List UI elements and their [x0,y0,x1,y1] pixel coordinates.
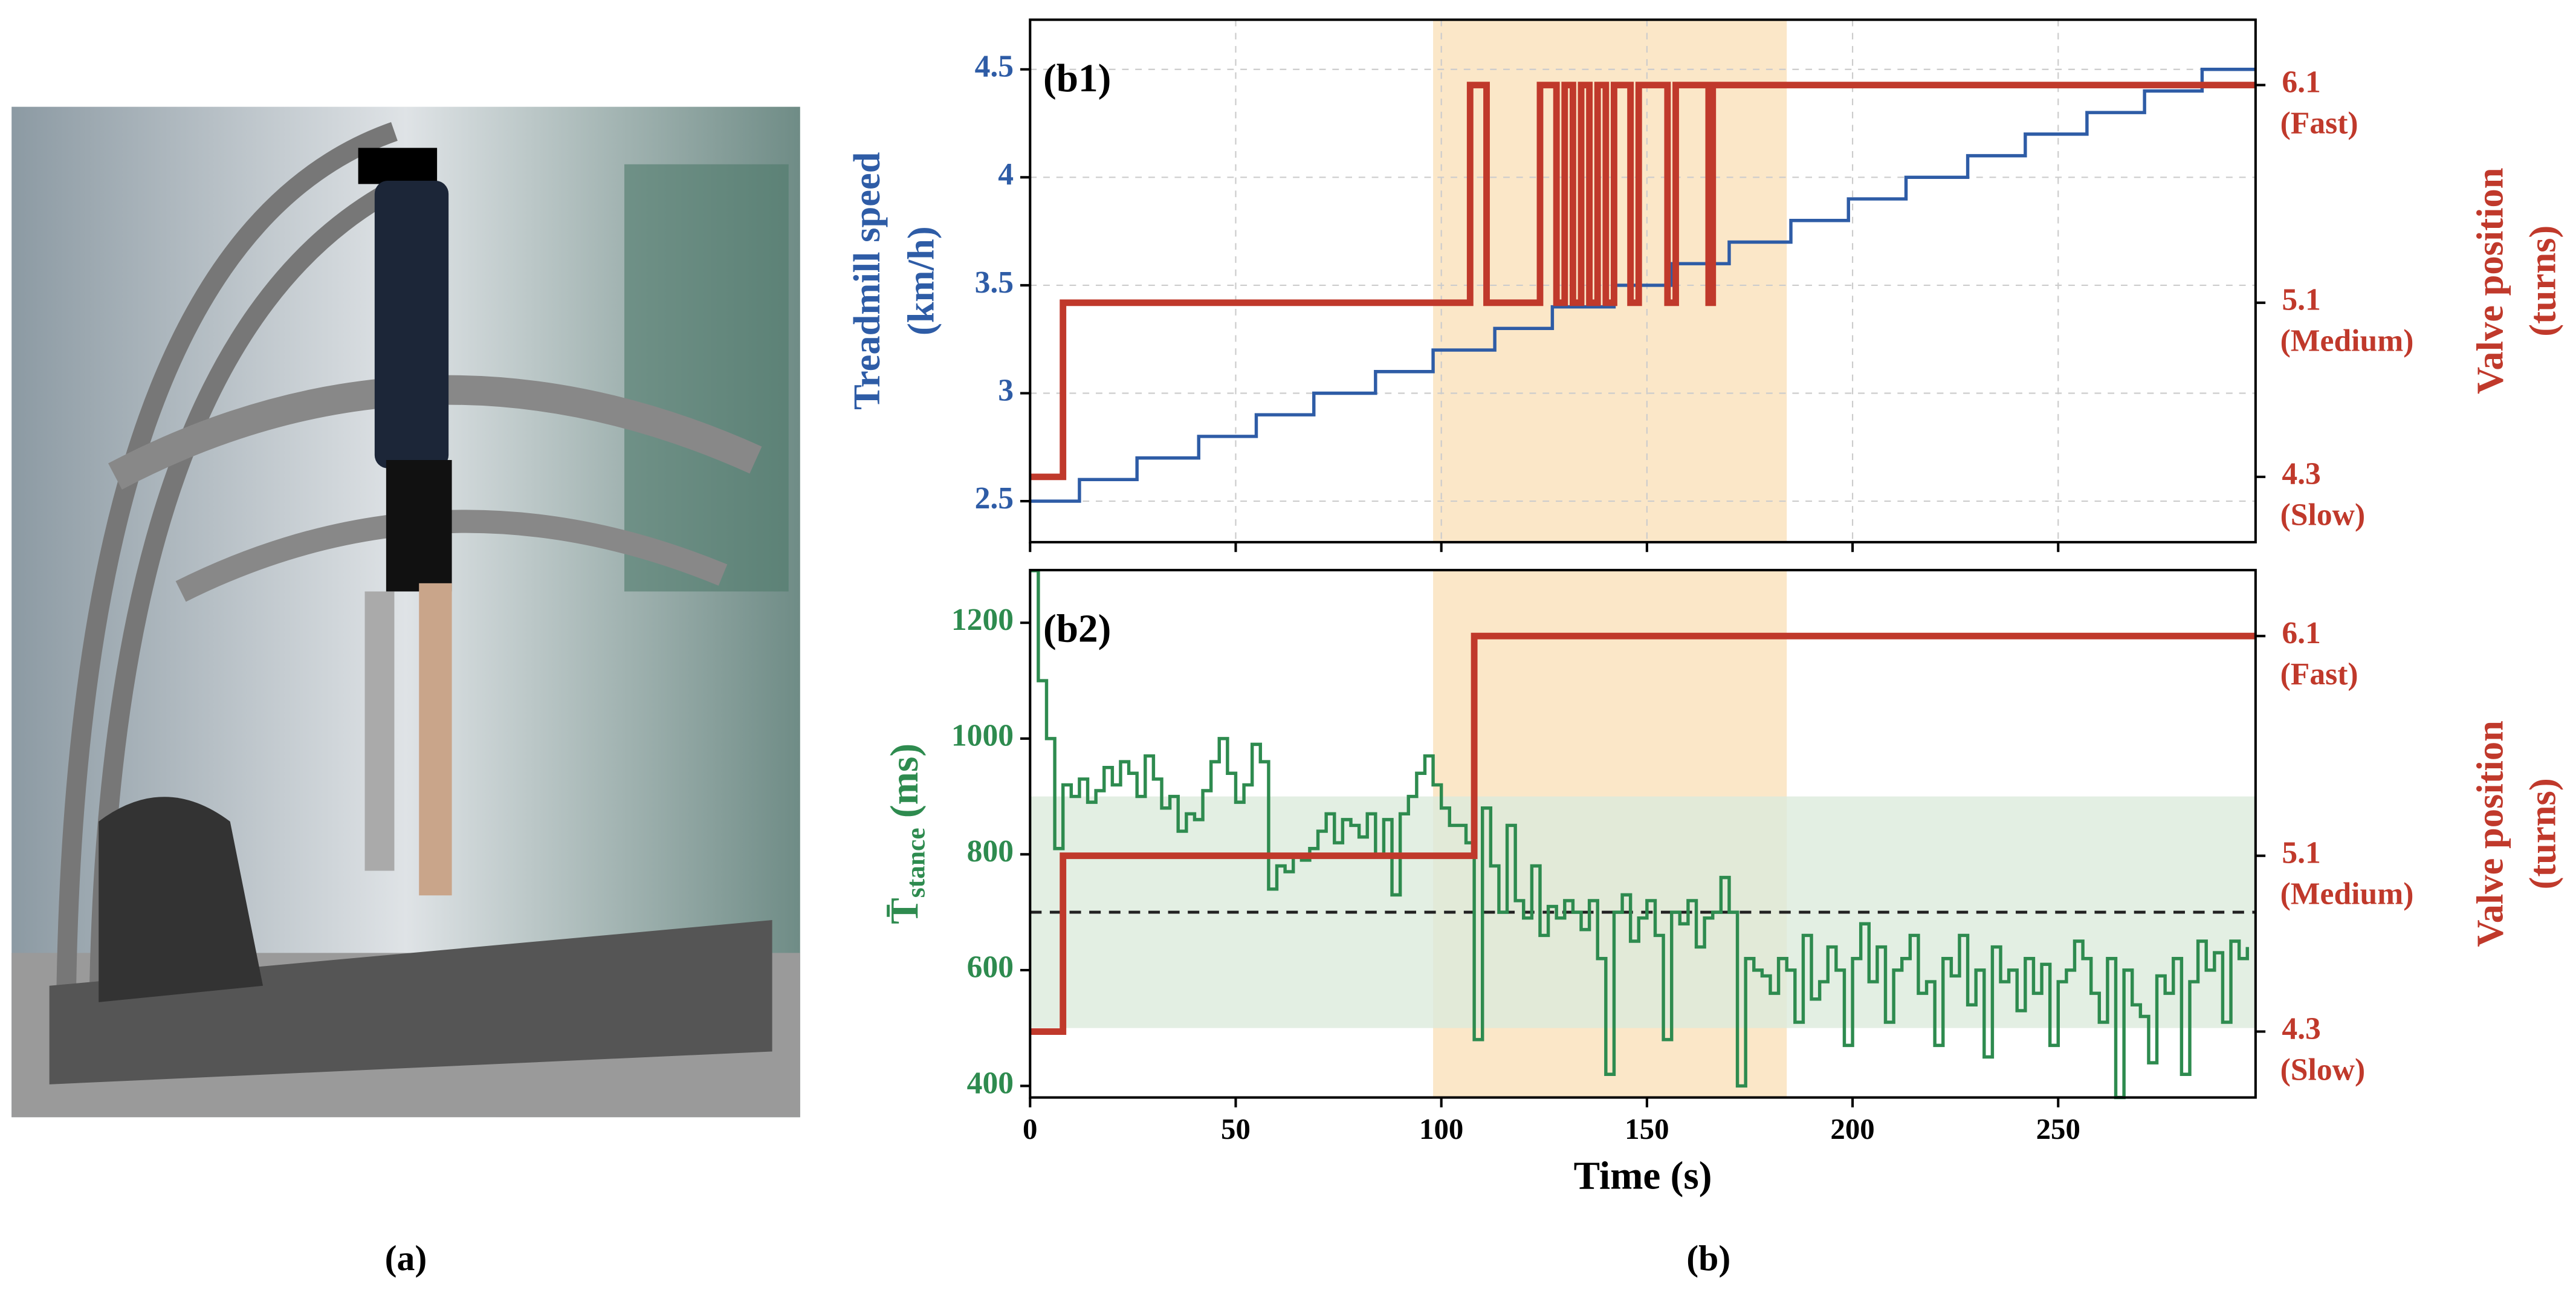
y-tick-label: 600 [967,950,1014,985]
highlight-region [1433,19,1787,542]
y2-axis-label: (turns) [2521,225,2563,337]
y-axis-label-part: (ms) [883,744,927,818]
y2-tick-label: 6.1 [2282,65,2321,99]
caption: (b) [1686,1238,1730,1278]
y2-tick-sublabel: (Medium) [2280,877,2414,911]
person-leg [419,583,452,896]
series-line [1030,82,2256,481]
y2-tick-sublabel: (Slow) [2280,498,2366,533]
y-tick-label: 1200 [951,603,1014,637]
prosthesis [364,591,395,871]
y2-tick-label: 5.1 [2282,836,2321,870]
panel-label: (b1) [1043,57,1111,100]
y-tick-label: 4 [998,157,1014,192]
plot-frame [1029,18,2257,543]
y2-tick-label: 5.1 [2282,283,2321,317]
x-tick-label: 250 [2036,1112,2080,1146]
y-axis-label: Treadmill speed [846,152,888,410]
y-tick-label: 800 [967,834,1014,869]
panel-label: (b2) [1043,607,1111,650]
y-tick-label: 4.5 [975,50,1014,84]
y-axis-label: (km/h) [900,226,942,335]
y2-axis-label: Valve position [2468,168,2511,395]
y-axis-label: T̄stance (ms) [883,744,930,924]
person-shorts [386,460,452,592]
caption: (a) [385,1238,427,1278]
y-tick-label: 1000 [951,719,1014,753]
y2-axis-label: Valve position [2468,721,2511,947]
series-line [1030,632,2256,1035]
y-tick-label: 3 [998,373,1014,407]
y2-axis-label: (turns) [2521,778,2563,889]
y2-tick-label: 4.3 [2282,1011,2321,1046]
y2-tick-sublabel: (Medium) [2280,324,2414,358]
y-axis-label-part: stance [901,828,930,898]
person-torso [374,180,449,468]
photo [11,106,800,1118]
x-tick-label: 0 [1023,1112,1037,1146]
y2-tick-sublabel: (Slow) [2280,1052,2366,1087]
face-mask [358,147,438,184]
series-line [1030,569,2249,1100]
y-tick-label: 2.5 [975,481,1014,516]
y-tick-label: 3.5 [975,265,1014,300]
y-axis-label-part: T̄ [883,898,927,924]
y2-tick-sublabel: (Fast) [2280,106,2358,140]
y2-tick-label: 6.1 [2282,616,2321,650]
x-tick-label: 150 [1625,1112,1669,1146]
treadmill-base [49,920,772,1084]
y2-tick-label: 4.3 [2282,457,2321,491]
window [624,164,789,592]
motor-cover [99,797,264,1002]
x-tick-label: 100 [1419,1112,1463,1146]
y2-tick-sublabel: (Fast) [2280,657,2358,692]
plot-frame [1029,569,2257,1099]
x-tick-label: 50 [1221,1112,1251,1146]
series-line [1030,68,2256,503]
x-axis-label: Time (s) [1574,1154,1712,1197]
y-tick-label: 400 [967,1066,1014,1100]
x-tick-label: 200 [1830,1112,1874,1146]
